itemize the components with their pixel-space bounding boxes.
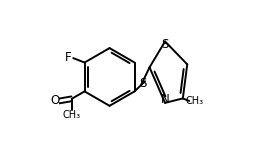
Text: CH₃: CH₃ bbox=[63, 110, 81, 120]
Text: S: S bbox=[161, 38, 169, 51]
Text: CH₃: CH₃ bbox=[185, 96, 203, 106]
Text: N: N bbox=[161, 93, 169, 106]
Text: S: S bbox=[139, 77, 147, 90]
Text: F: F bbox=[65, 51, 71, 64]
Text: O: O bbox=[50, 94, 59, 107]
